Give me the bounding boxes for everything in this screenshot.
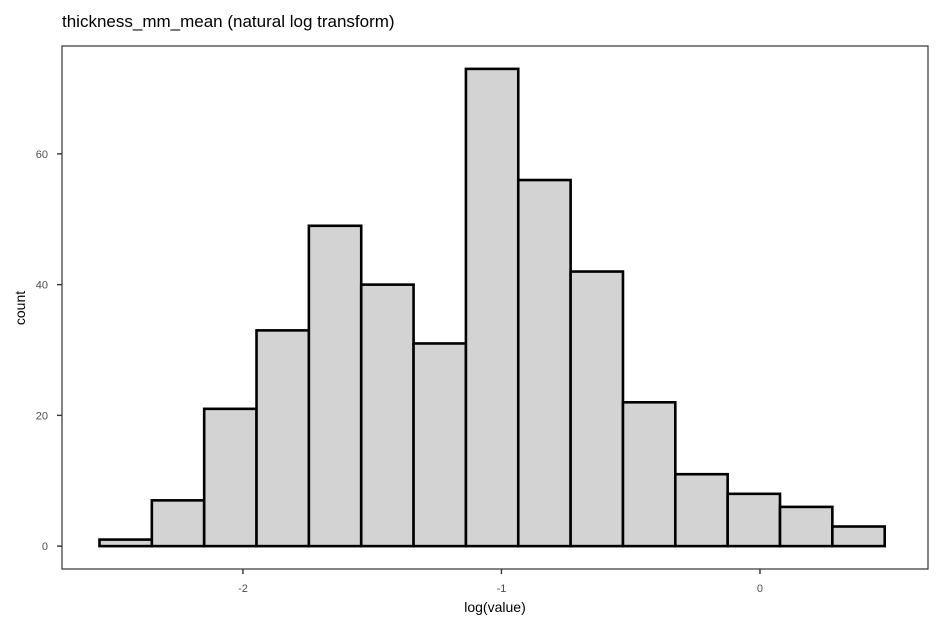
y-axis-label: count bbox=[12, 291, 28, 325]
histogram-bar-6 bbox=[412, 342, 468, 548]
histogram-bar-12 bbox=[726, 492, 782, 548]
x-tick-label: 0 bbox=[757, 583, 763, 595]
histogram-bar-10 bbox=[621, 400, 677, 548]
histogram-bar-11 bbox=[674, 472, 729, 548]
x-axis-label: log(value) bbox=[464, 599, 525, 615]
y-tick-label: 60 bbox=[36, 149, 48, 161]
bars-group bbox=[98, 67, 886, 548]
histogram-bar-3 bbox=[255, 329, 311, 548]
y-tick-label: 0 bbox=[42, 541, 48, 553]
y-axis: 0 20 40 60 bbox=[36, 149, 62, 553]
histogram-bar-4 bbox=[307, 224, 363, 548]
x-axis: -2 -1 0 bbox=[238, 569, 763, 595]
histogram-bar-7 bbox=[464, 67, 520, 548]
y-tick-label: 40 bbox=[36, 280, 48, 292]
histogram-bar-14 bbox=[831, 525, 886, 548]
histogram-bar-2 bbox=[202, 407, 258, 548]
histogram-bar-0 bbox=[98, 538, 154, 548]
x-tick-label: -1 bbox=[497, 583, 507, 595]
histogram-bar-5 bbox=[359, 283, 415, 548]
x-tick-label: -2 bbox=[238, 583, 248, 595]
histogram-bar-8 bbox=[516, 178, 572, 548]
y-tick-label: 20 bbox=[36, 410, 48, 422]
plot-panel bbox=[61, 45, 929, 570]
histogram-bar-1 bbox=[150, 499, 206, 548]
chart-title: thickness_mm_mean (natural log transform… bbox=[62, 12, 395, 31]
histogram-bar-9 bbox=[569, 270, 625, 548]
histogram-bar-13 bbox=[778, 505, 834, 548]
